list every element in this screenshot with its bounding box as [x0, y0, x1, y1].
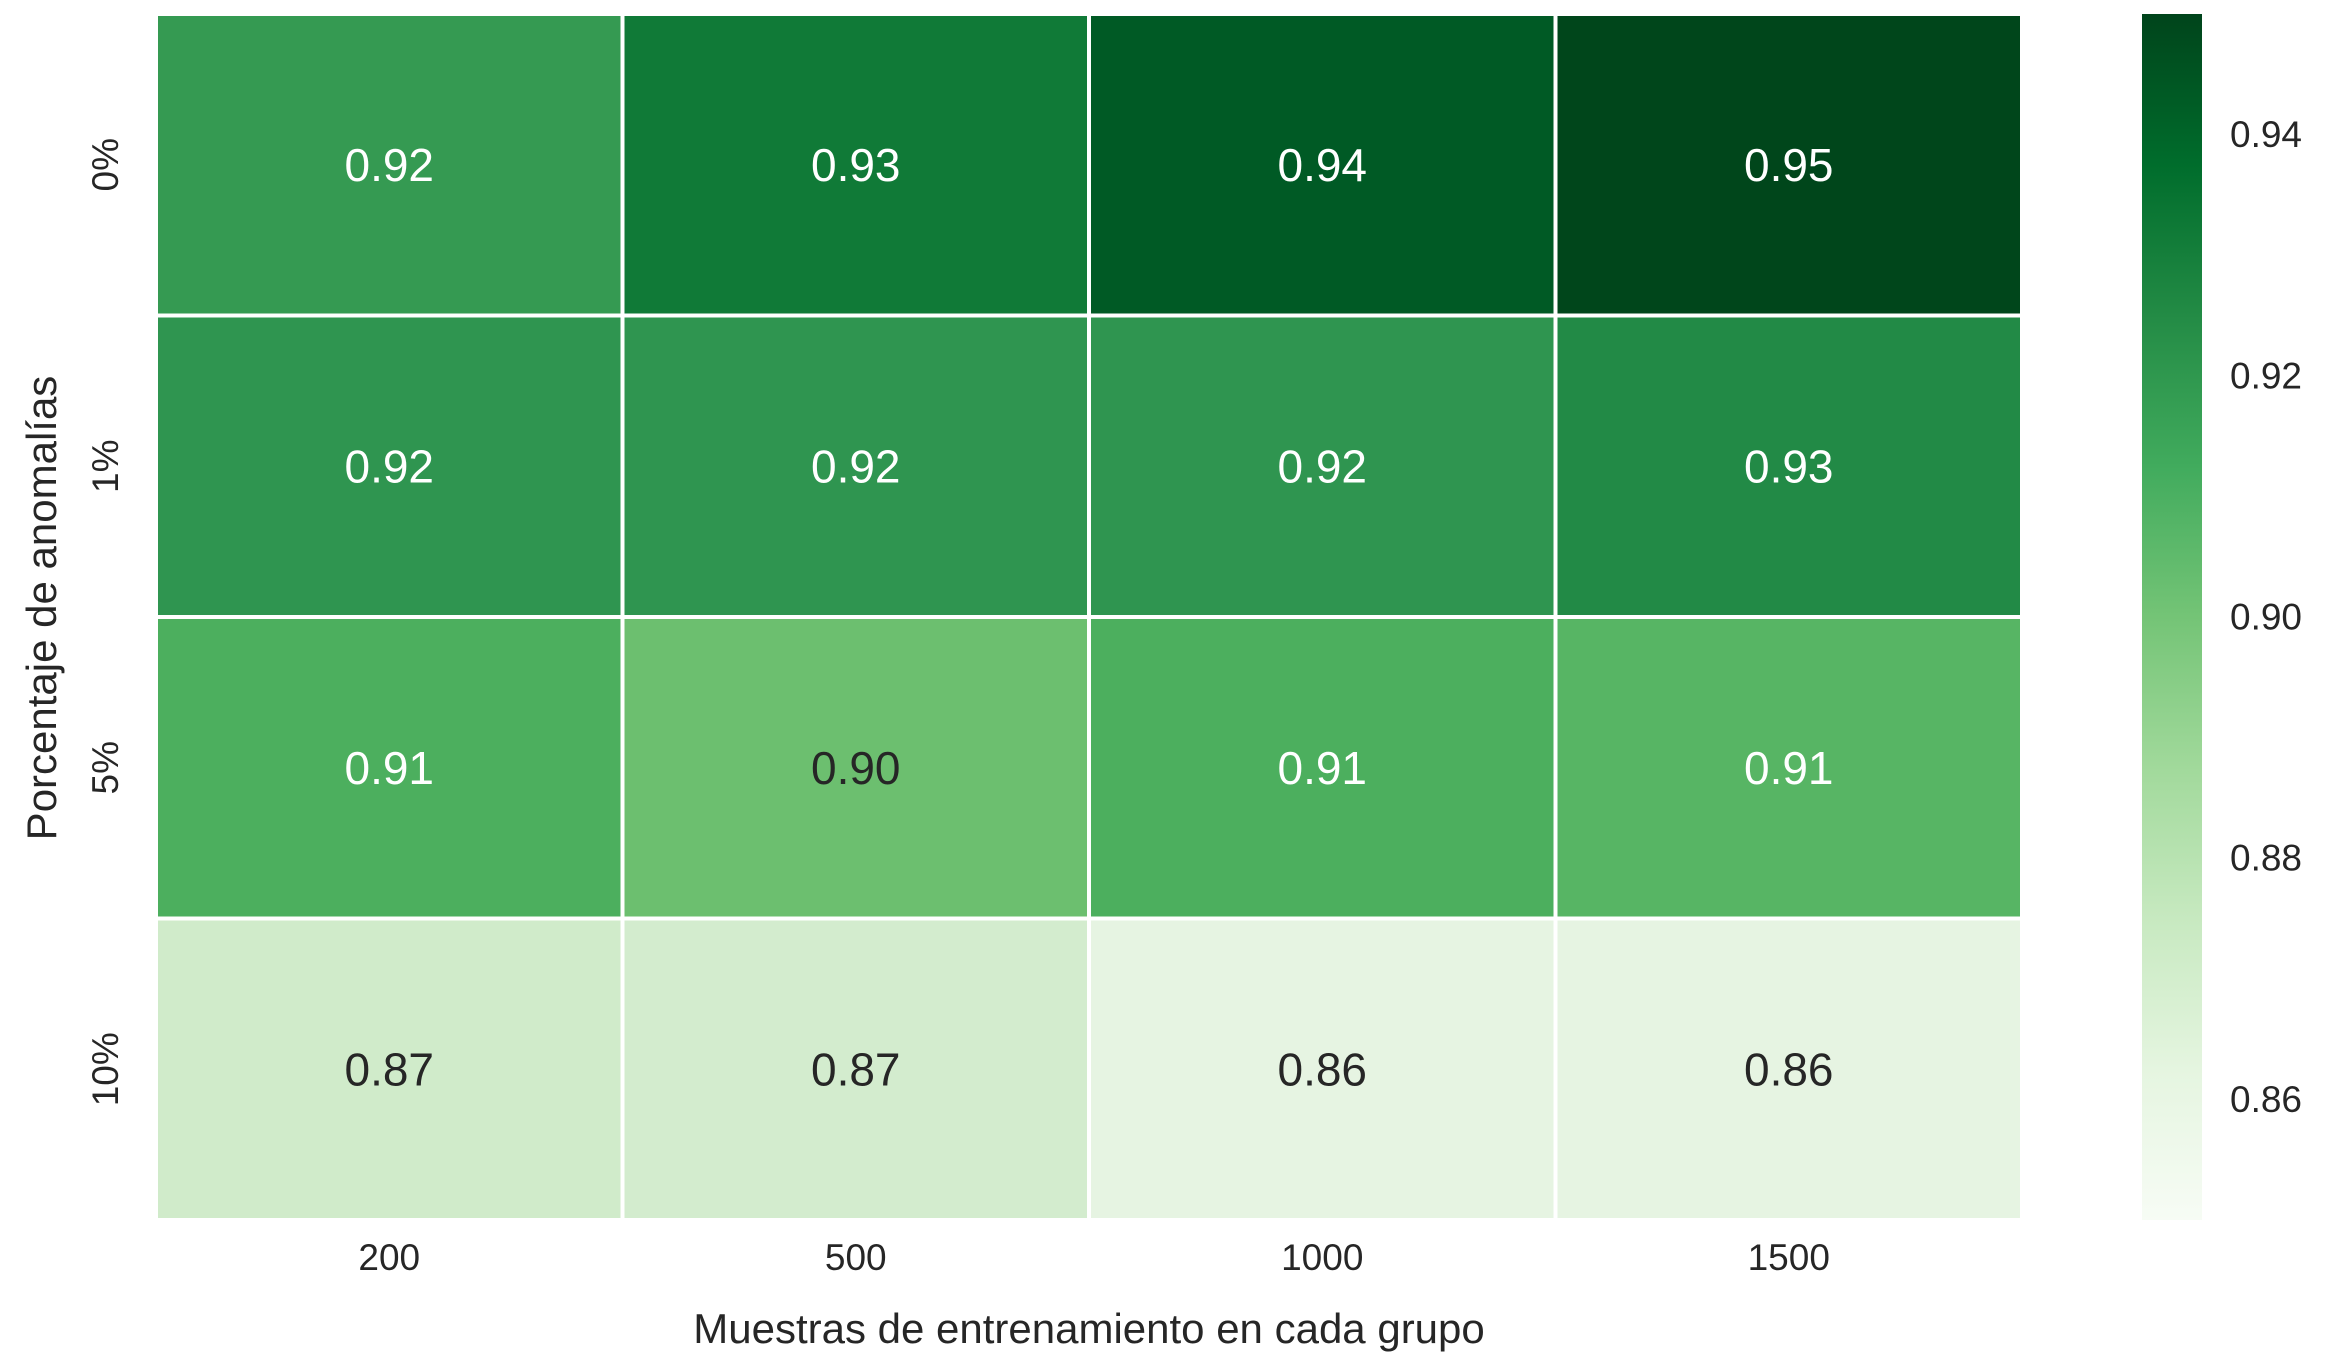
- heatmap-cell: [620, 313, 1091, 619]
- x-axis-title: Muestras de entrenamiento en cada grupo: [693, 1305, 1485, 1352]
- colorbar-ticks: 0.86 0.88 0.90 0.92 0.94: [2230, 114, 2302, 1120]
- cell-value-label: 0.92: [344, 440, 434, 492]
- heatmap-cells: [154, 12, 2024, 1222]
- heatmap-cell: [154, 916, 625, 1222]
- heatmap-cell: [1553, 916, 2024, 1222]
- y-axis-title: Porcentaje de anomalías: [18, 376, 65, 841]
- cell-value-label: 0.91: [344, 742, 434, 794]
- heatmap-cell: [1553, 12, 2024, 318]
- cell-value-label: 0.87: [344, 1043, 434, 1095]
- heatmap-cell: [620, 615, 1091, 921]
- cell-value-label: 0.95: [1744, 139, 1834, 191]
- heatmap-cell: [154, 313, 625, 619]
- cell-value-label: 0.92: [811, 440, 901, 492]
- heatmap-cell: [154, 12, 625, 318]
- cell-value-label: 0.93: [811, 139, 901, 191]
- x-tick-label: 1500: [1748, 1237, 1830, 1278]
- heatmap-cell: [1087, 12, 1558, 318]
- colorbar-tick-label: 0.90: [2230, 597, 2302, 638]
- x-tick-label: 500: [825, 1237, 887, 1278]
- colorbar-tick-label: 0.92: [2230, 355, 2302, 396]
- cell-value-label: 0.93: [1744, 440, 1834, 492]
- cell-value-label: 0.86: [1744, 1043, 1834, 1095]
- colorbar-tick-label: 0.86: [2230, 1079, 2302, 1120]
- colorbar: 0.86 0.88 0.90 0.92 0.94: [2142, 14, 2302, 1220]
- cell-value-label: 0.92: [344, 139, 434, 191]
- x-tick-label: 1000: [1281, 1237, 1363, 1278]
- heatmap-cell: [620, 916, 1091, 1222]
- heatmap-cell-labels: 0.92 0.93 0.94 0.95 0.92 0.92 0.92 0.93 0.91 0.90…: [344, 139, 1833, 1096]
- heatmap-cell: [620, 12, 1091, 318]
- heatmap-cell: [1553, 313, 2024, 619]
- heatmap-cell: [1087, 916, 1558, 1222]
- cell-value-label: 0.91: [1744, 742, 1834, 794]
- y-tick-label: 10%: [85, 1032, 126, 1106]
- cell-value-label: 0.92: [1277, 440, 1367, 492]
- cell-value-label: 0.91: [1277, 742, 1367, 794]
- colorbar-tick-label: 0.94: [2230, 114, 2302, 155]
- x-tick-labels: 200 500 1000 1500: [358, 1237, 1830, 1278]
- y-tick-label: 0%: [85, 138, 126, 191]
- cell-value-label: 0.86: [1277, 1043, 1367, 1095]
- y-tick-labels: 0% 1% 5% 10%: [85, 138, 126, 1106]
- colorbar-tick-label: 0.88: [2230, 838, 2302, 879]
- cell-value-label: 0.87: [811, 1043, 901, 1095]
- cell-value-label: 0.90: [811, 742, 901, 794]
- y-tick-label: 1%: [85, 440, 126, 493]
- cell-value-label: 0.94: [1277, 139, 1367, 191]
- y-tick-label: 5%: [85, 741, 126, 794]
- colorbar-gradient: [2142, 14, 2202, 1220]
- x-tick-label: 200: [358, 1237, 420, 1278]
- heatmap-cell: [1553, 615, 2024, 921]
